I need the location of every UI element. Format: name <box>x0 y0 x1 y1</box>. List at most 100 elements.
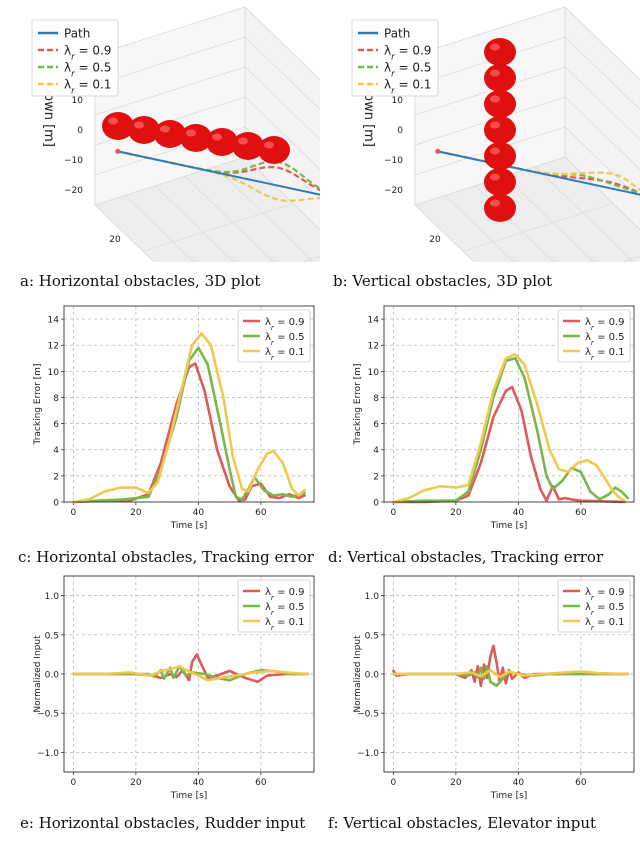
obstacle-highlight-5 <box>238 137 248 145</box>
obstacle-highlight-4 <box>212 133 222 141</box>
obstacle-highlight-3 <box>490 199 500 207</box>
grid-back-w-3 <box>564 66 640 140</box>
grid-floor-v-4 <box>214 166 315 262</box>
y-axis-label: Normalized Input <box>353 635 363 713</box>
down-tick-2: 0 <box>77 126 83 136</box>
grid-back-w-2 <box>244 96 320 170</box>
tick-label-x-0: 0 <box>391 778 397 788</box>
tick-label-y-3: 6 <box>373 420 379 430</box>
obstacle-highlight-2 <box>490 173 500 181</box>
tick-label-y-4: 8 <box>373 394 379 404</box>
grid-floor-u-1 <box>142 203 294 252</box>
tick-label-y-1: −0.5 <box>357 710 379 720</box>
legend-label-2: λr = 0.1 <box>585 617 625 632</box>
y-axis-label: Normalized Input <box>33 635 43 713</box>
tick-label-y-6: 12 <box>48 342 59 352</box>
grid-back-w-2 <box>564 96 640 170</box>
grid-floor-v-1 <box>444 195 515 262</box>
grid-back-w-4 <box>564 36 640 110</box>
caption-b: b: Vertical obstacles, 3D plot <box>333 272 553 290</box>
tick-label-y-5: 10 <box>368 368 380 378</box>
legend-label-2: λr = 0.1 <box>265 347 305 362</box>
legend-label-1: λr = 0.5 <box>265 602 305 617</box>
plot-frame <box>383 305 635 503</box>
grid-floor-u-2 <box>621 256 640 262</box>
tick-label-y-3: 0.5 <box>45 631 59 641</box>
legend-label-2: λr = 0.1 <box>585 347 625 362</box>
obstacle-highlight-2 <box>160 125 170 133</box>
grid-floor-v-4 <box>534 166 635 262</box>
legend-label-1: λr = 0.5 <box>265 332 305 347</box>
tick-label-y-0: −1.0 <box>357 749 379 759</box>
legend-label-0: Path <box>64 27 90 41</box>
grid-floor-u-1 <box>462 203 614 252</box>
down-tick-2: 0 <box>397 126 403 136</box>
series-line-0 <box>392 644 630 688</box>
tick-label-y-7: 14 <box>368 316 380 326</box>
legend-box <box>237 579 311 633</box>
legend-label-3: λr = 0.1 <box>64 78 111 97</box>
path-start <box>115 148 121 154</box>
obstacle-highlight-0 <box>490 121 500 129</box>
legend-label-0: λr = 0.9 <box>585 587 625 602</box>
grid-back-w-4 <box>244 36 320 110</box>
path-line <box>117 150 320 196</box>
down-axis-label: Down [m] <box>361 83 376 147</box>
tick-label-x-1: 20 <box>130 778 142 788</box>
path-start <box>435 148 441 154</box>
obstacle-sphere-2 <box>484 90 516 118</box>
tick-label-x-3: 60 <box>255 508 267 518</box>
tick-label-x-2: 40 <box>513 778 525 788</box>
obstacle-highlight-1 <box>134 121 144 129</box>
plot-frame <box>63 575 315 773</box>
tick-label-y-2: 4 <box>53 446 59 456</box>
grid-floor-v-3 <box>184 175 275 262</box>
series-line-1 <box>72 664 310 682</box>
tick-label-x-3: 60 <box>255 778 267 788</box>
tick-label-x-1: 20 <box>450 508 462 518</box>
tick-label-y-1: 2 <box>373 472 379 482</box>
series-line-2 <box>72 332 306 504</box>
legend-box <box>557 579 631 633</box>
plot-frame <box>383 575 635 773</box>
series-line-1 <box>392 357 630 504</box>
y-axis-label: Tracking Error [m] <box>353 364 363 446</box>
chart-f-elevator-input: 0 20 40 60 −1.0 −0.5 0.0 0.5 1.0 Time [s] Normaliz… <box>353 575 635 801</box>
down-tick-1: 10 <box>72 96 84 106</box>
legend-label-1: λr = 0.9 <box>64 44 111 63</box>
tick-label-y-3: 6 <box>53 420 59 430</box>
legend-label-0: λr = 0.9 <box>265 587 305 602</box>
obstacle-highlight-1 <box>490 147 500 155</box>
obstacle-highlight-6 <box>264 141 274 149</box>
down-tick-3: −10 <box>384 156 403 166</box>
x-axis-label: Time [s] <box>490 521 528 531</box>
obstacle-sphere-2 <box>484 168 516 196</box>
chart-d-tracking-error: 0 20 40 60 0 2 4 6 8 10 12 14 Time [s] Tracking Error… <box>353 305 635 531</box>
grid-side-w-3 <box>414 66 566 116</box>
tick-label-y-2: 0.0 <box>365 671 380 681</box>
tick-label-y-4: 1.0 <box>365 592 380 602</box>
caption-d: d: Vertical obstacles, Tracking error <box>328 548 604 566</box>
obstacle-sphere-0 <box>484 116 516 144</box>
obstacle-sphere-0 <box>484 38 516 66</box>
plot-frame <box>63 305 315 503</box>
obstacle-highlight-2 <box>490 95 500 103</box>
tick-label-y-1: −0.5 <box>37 710 59 720</box>
tick-label-x-3: 60 <box>575 508 587 518</box>
tick-label-y-6: 12 <box>368 342 379 352</box>
legend-label-0: λr = 0.9 <box>265 317 305 332</box>
down-axis-label: Down [m] <box>41 83 56 147</box>
chart-c-tracking-error: 0 20 40 60 0 2 4 6 8 10 12 14 Time [s] Tracking Error… <box>33 305 315 531</box>
tick-label-y-0: 0 <box>373 499 379 509</box>
legend-label-2: λr = 0.5 <box>384 61 431 80</box>
legend-label-0: Path <box>384 27 410 41</box>
series-line-0 <box>72 653 310 684</box>
legend-label-1: λr = 0.5 <box>585 332 625 347</box>
legend-box <box>351 19 439 97</box>
grid-floor-v-2 <box>474 185 555 262</box>
grid-back-w-1 <box>244 126 320 200</box>
x-axis-label: Time [s] <box>490 791 528 801</box>
tick-label-y-1: 2 <box>53 472 59 482</box>
tick-label-y-7: 14 <box>48 316 60 326</box>
tick-label-y-0: 0 <box>53 499 59 509</box>
